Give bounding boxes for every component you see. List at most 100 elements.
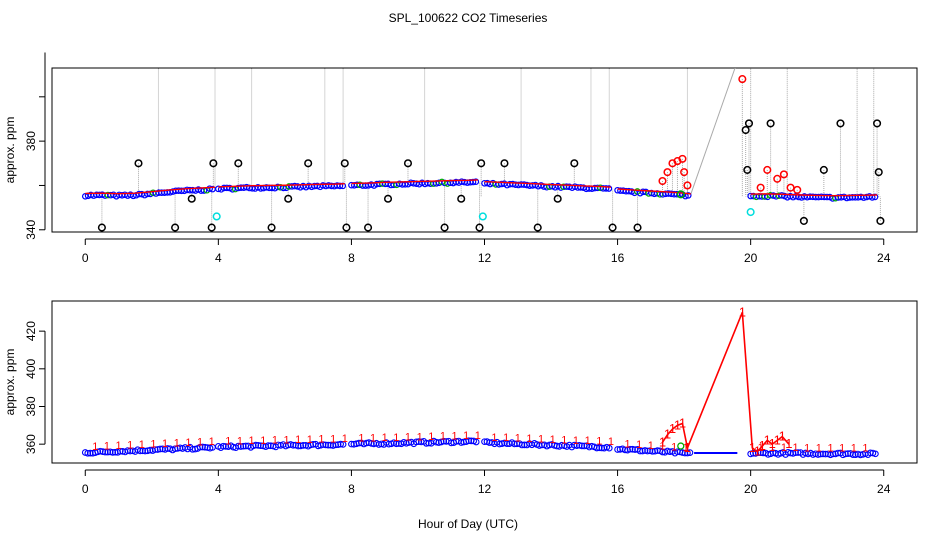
- flag-marker: 1: [779, 429, 786, 444]
- series-point: [146, 446, 154, 454]
- outlier-point-black: [766, 119, 775, 128]
- series-point: [686, 449, 694, 456]
- flag-symbol: 1: [342, 433, 348, 445]
- series-point: [151, 446, 159, 453]
- flag-marker: 1: [674, 417, 681, 432]
- flag-marker: 1: [764, 432, 771, 447]
- outlier-point-black: [570, 159, 579, 168]
- series-point: [749, 449, 757, 457]
- y-axis-title: approx. ppm: [3, 349, 17, 416]
- outlier-point-black: [553, 194, 562, 203]
- flag-symbol: 1: [318, 434, 324, 446]
- flag-symbol: 1: [185, 437, 191, 449]
- series-point: [337, 440, 344, 448]
- outlier-point-red: [773, 174, 782, 183]
- flag-symbol: 1: [382, 432, 388, 444]
- outlier-point-black: [267, 223, 276, 232]
- flag-symbol: 1: [162, 438, 168, 450]
- flag-symbol: 1: [561, 434, 567, 446]
- outlier-point-green: [676, 190, 685, 199]
- series-point: [578, 442, 586, 450]
- series-point: [684, 449, 691, 457]
- flag-symbol: 1: [596, 436, 602, 448]
- flag-symbol: 1: [851, 443, 857, 455]
- flag-symbol: 1: [428, 431, 434, 443]
- outlier-point-red: [779, 170, 788, 179]
- top-panel: 0 4 8 12 16 20 24 340 380 approx. ppm: [3, 12, 918, 265]
- series-point: [602, 185, 610, 192]
- flag-symbol: 1: [104, 441, 110, 453]
- series-point: [415, 438, 423, 445]
- series-point: [339, 441, 347, 448]
- flag-symbol: 1: [174, 438, 180, 450]
- x-tick-label: 4: [215, 251, 222, 265]
- flag-symbol: 1: [405, 432, 411, 444]
- series-point: [614, 446, 621, 453]
- outlier-point-black: [741, 126, 750, 135]
- flag-symbol: 1: [550, 434, 556, 446]
- flag-symbol: 1: [150, 439, 156, 451]
- outlier-point-black: [606, 49, 613, 56]
- x-tick-label: 0: [82, 482, 89, 496]
- series-point: [778, 192, 786, 199]
- outlier-point-red: [738, 75, 747, 84]
- outlier-point-black: [836, 119, 845, 128]
- outlier-point-black: [383, 194, 393, 203]
- flag-marker: 1: [679, 415, 686, 430]
- series-point: [126, 447, 134, 455]
- outlier-point-red: [658, 176, 667, 186]
- series-point: [872, 450, 879, 458]
- flag-marker: 1: [754, 444, 761, 459]
- x-tick-label: 12: [478, 251, 492, 265]
- baseline-fit-line: [351, 179, 478, 185]
- outlier-point-black: [475, 223, 484, 232]
- outlier-point-black: [533, 223, 542, 232]
- outlier-point-black: [284, 194, 293, 203]
- flag-symbol: 1: [139, 439, 145, 451]
- outlier-point-black: [421, 49, 428, 56]
- flag-symbol: 1: [475, 430, 481, 442]
- outlier-point-black: [171, 223, 180, 232]
- flag-symbol: 1: [503, 432, 509, 444]
- series-point: [264, 442, 272, 450]
- outlier-point-black: [874, 168, 883, 177]
- outlier-point-cyan: [212, 212, 221, 221]
- flag-symbol: 1: [683, 442, 689, 454]
- series-point: [294, 442, 302, 450]
- series-point: [324, 441, 332, 449]
- series-point: [297, 442, 305, 450]
- gap-connector: [690, 68, 736, 195]
- series-point: [681, 449, 689, 457]
- flag-symbol: 1: [839, 442, 845, 454]
- outlier-point-black: [784, 12, 791, 19]
- series-point: [605, 185, 613, 192]
- series-point: [106, 448, 114, 456]
- series-point: [219, 442, 227, 450]
- series-point: [124, 447, 132, 454]
- flag-marker: 1: [759, 438, 766, 453]
- flag-symbol: 1: [283, 434, 289, 446]
- flag-symbol: 1: [330, 433, 336, 445]
- outlier-point-black: [870, 12, 877, 19]
- flag-symbol: 1: [636, 439, 642, 451]
- series-point: [84, 449, 92, 457]
- y-tick-label: 380: [24, 396, 38, 416]
- series-point: [348, 440, 355, 448]
- flag-symbol: 1: [816, 442, 822, 454]
- series-point: [546, 441, 553, 449]
- flag-marker: 1: [669, 421, 676, 436]
- flag-symbol: 1: [671, 441, 677, 453]
- flag-symbol: 1: [295, 434, 301, 446]
- series-point: [573, 442, 581, 449]
- outlier-point-black: [873, 119, 882, 128]
- outlier-point-black: [248, 49, 255, 56]
- baseline-fit-line: [750, 193, 878, 197]
- outlier-point-black: [684, 49, 691, 56]
- flag-symbol: 1: [526, 433, 532, 445]
- series-point: [109, 449, 117, 456]
- series-point: [842, 450, 849, 458]
- plot-frame: [51, 67, 918, 233]
- flag-symbol: 1: [827, 442, 833, 454]
- x-tick-label: 12: [478, 482, 492, 496]
- series-point: [139, 447, 147, 455]
